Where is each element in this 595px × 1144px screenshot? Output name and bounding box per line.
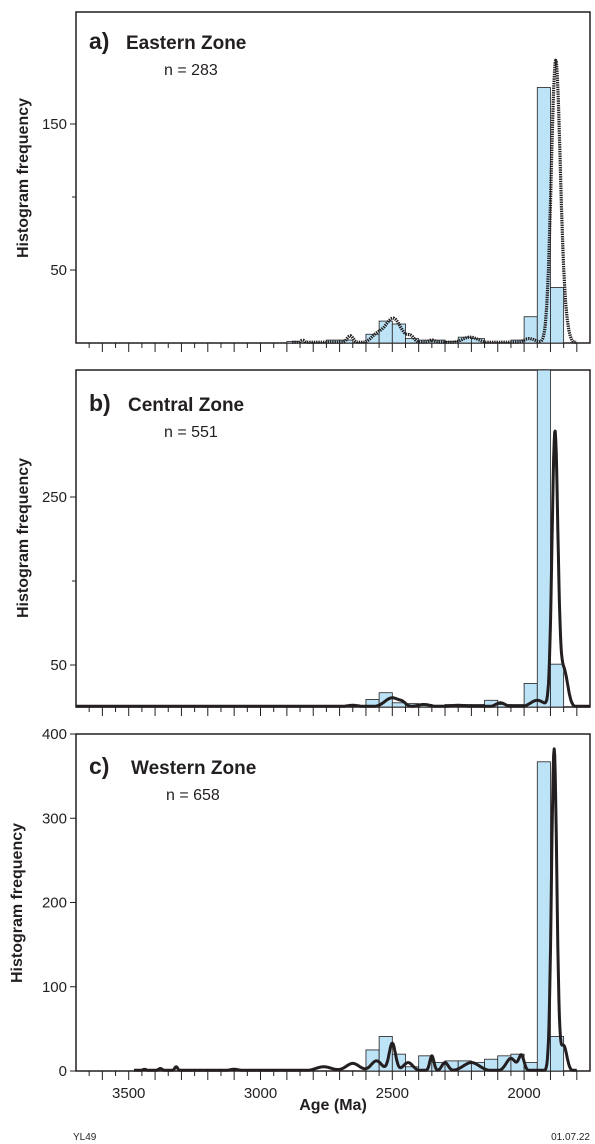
histogram-bar (536, 369, 551, 708)
histogram-bar (550, 663, 565, 708)
panel-a-x-ticks (88, 343, 578, 352)
panel-a-y-ticks: 50 150 (42, 116, 76, 279)
histogram-bar (431, 339, 446, 344)
histogram-bar (550, 287, 565, 344)
histogram-bar (378, 1036, 393, 1072)
histogram-bar (418, 339, 433, 344)
panel-b-label: b) (89, 390, 111, 416)
panel-c: 3500 3000 2500 2000 0 100 200 300 400 c) Wester… (9, 726, 591, 1114)
y-tick-label: 0 (59, 1063, 67, 1080)
panel-c-y-axis-title: Histogram frequency (9, 823, 26, 983)
panel-c-age-curve (133, 747, 578, 1072)
panel-a-frame (75, 11, 591, 344)
panel-a: 50 150 a) Eastern Zone n = 283 Histogram … (15, 11, 591, 352)
panel-c-x-ticks: 3500 3000 2500 2000 (88, 1071, 578, 1102)
panel-c-y-ticks: 0 100 200 300 400 (42, 726, 76, 1080)
y-tick-label: 400 (42, 726, 67, 743)
y-tick-label: 150 (42, 116, 67, 133)
panel-c-n: n = 658 (166, 787, 220, 804)
footer-code: YL49 (73, 1132, 97, 1143)
panel-b-title: Central Zone (128, 395, 244, 416)
panel-c-frame (75, 733, 591, 1072)
panel-a-n: n = 283 (164, 62, 218, 79)
panel-b-bars (365, 369, 565, 708)
y-tick-label: 200 (42, 895, 67, 912)
panel-b-n: n = 551 (164, 424, 218, 441)
panel-a-y-axis-title: Histogram frequency (15, 98, 32, 258)
panel-b-x-ticks (88, 707, 578, 716)
panel-b-y-axis-title: Histogram frequency (15, 458, 32, 618)
panel-a-label: a) (89, 28, 109, 54)
x-tick-label: 2000 (507, 1085, 540, 1102)
panel-c-bars (365, 761, 565, 1072)
footer-date: 01.07.22 (551, 1132, 590, 1143)
panel-a-bars (286, 87, 565, 344)
y-tick-label: 250 (42, 489, 67, 506)
x-tick-label: 3000 (244, 1085, 277, 1102)
panel-c-title: Western Zone (131, 758, 256, 779)
histogram-bar (378, 320, 393, 344)
panel-a-age-curve (291, 58, 578, 344)
panel-b: 50 250 b) Central Zone n = 551 Histogram … (15, 369, 591, 716)
y-tick-label: 50 (50, 657, 67, 674)
x-tick-label: 3500 (112, 1085, 145, 1102)
panel-b-y-ticks: 50 250 (42, 489, 76, 674)
panel-a-title: Eastern Zone (126, 33, 246, 54)
y-tick-label: 50 (50, 262, 67, 279)
y-tick-label: 300 (42, 810, 67, 827)
x-axis-title: Age (Ma) (299, 1097, 367, 1114)
x-tick-label: 2500 (376, 1085, 409, 1102)
panel-c-label: c) (89, 753, 109, 779)
panel-b-age-curve (75, 429, 591, 708)
y-tick-label: 100 (42, 979, 67, 996)
panel-b-frame (75, 369, 591, 708)
